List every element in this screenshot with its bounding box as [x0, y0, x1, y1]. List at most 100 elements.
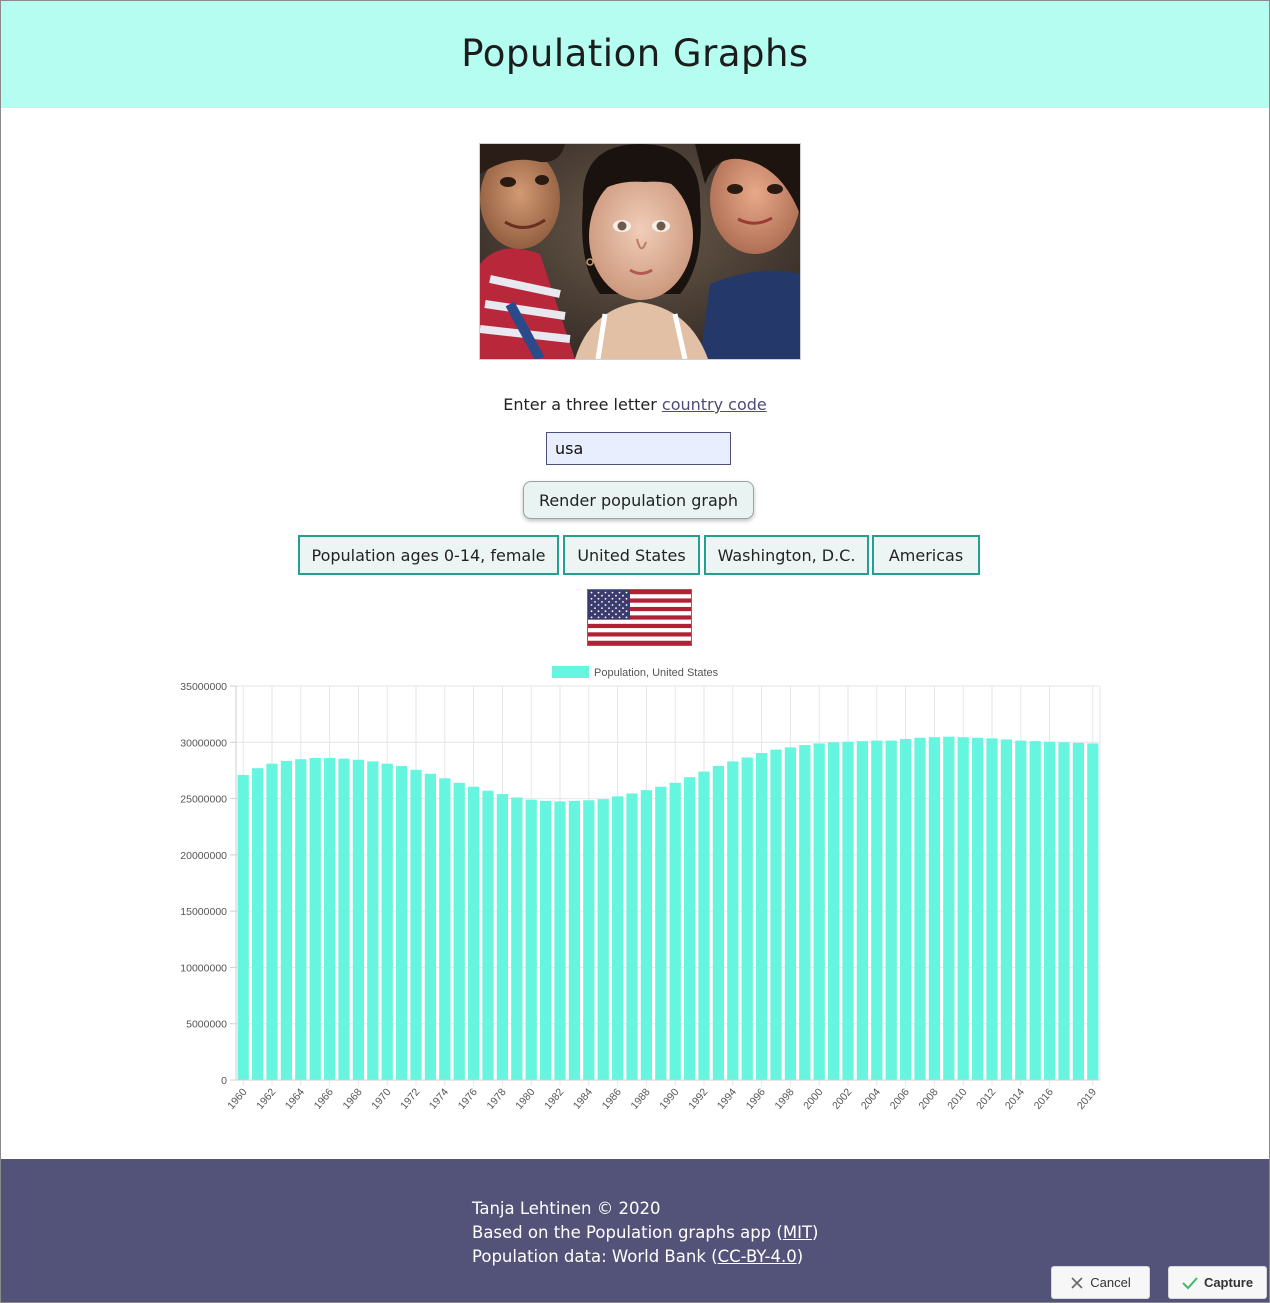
capture-label: Capture	[1203, 1275, 1254, 1290]
bar-1994[interactable]	[727, 761, 739, 1080]
bar-2000[interactable]	[813, 743, 825, 1080]
bar-1960[interactable]	[237, 774, 249, 1080]
bar-1973[interactable]	[424, 773, 437, 1080]
x-tick-label: 1996	[744, 1086, 768, 1112]
bar-1998[interactable]	[784, 747, 797, 1080]
y-tick-label: 25000000	[180, 794, 227, 806]
bar-1993[interactable]	[712, 765, 725, 1080]
cancel-label: Cancel	[1090, 1275, 1131, 1290]
y-tick-label: 10000000	[180, 962, 227, 974]
bar-2012[interactable]	[986, 738, 998, 1080]
legend-swatch[interactable]	[552, 666, 589, 678]
bar-1968[interactable]	[352, 759, 365, 1080]
x-tick-label: 1984	[571, 1086, 595, 1112]
bar-1976[interactable]	[467, 786, 480, 1080]
x-tick-label: 2010	[945, 1086, 969, 1112]
bar-1999[interactable]	[799, 745, 811, 1080]
bar-1981[interactable]	[539, 800, 552, 1080]
bar-1991[interactable]	[683, 777, 696, 1080]
close-icon	[1071, 1276, 1083, 1289]
bar-1992[interactable]	[698, 771, 710, 1080]
x-tick-label: 1974	[427, 1086, 451, 1112]
bar-2019[interactable]	[1087, 743, 1099, 1080]
bar-1988[interactable]	[640, 790, 653, 1080]
x-tick-label: 1980	[513, 1086, 537, 1112]
bar-2008[interactable]	[928, 737, 941, 1080]
render-graph-button[interactable]: Render population graph	[523, 481, 754, 519]
bar-1969[interactable]	[367, 761, 379, 1080]
country-code-link[interactable]: country code	[661, 395, 767, 414]
prompt-text: Enter a three letter	[503, 395, 657, 414]
bar-1967[interactable]	[338, 758, 350, 1080]
bar-1970[interactable]	[381, 763, 393, 1080]
footer-data-credit-text: Population data: World Bank	[472, 1247, 706, 1266]
bar-1983[interactable]	[568, 800, 581, 1080]
bar-2018[interactable]	[1072, 742, 1085, 1080]
bar-1971[interactable]	[395, 765, 408, 1080]
x-tick-label: 1998	[772, 1086, 796, 1112]
bar-1961[interactable]	[251, 768, 264, 1080]
bar-1995[interactable]	[741, 757, 753, 1080]
bar-2005[interactable]	[885, 740, 897, 1080]
bar-2009[interactable]	[943, 736, 955, 1080]
bar-2006[interactable]	[899, 738, 912, 1080]
bar-2017[interactable]	[1058, 742, 1070, 1080]
x-tick-label: 2016	[1032, 1086, 1056, 1112]
x-tick-label: 2006	[888, 1086, 912, 1112]
bar-1978[interactable]	[496, 794, 509, 1080]
y-tick-label: 5000000	[186, 1019, 227, 1031]
x-tick-label: 1968	[340, 1086, 364, 1112]
y-tick-label: 15000000	[180, 906, 227, 918]
population-bar-chart: 35000000 30000000 25000000 20000000 15000000…	[180, 666, 1101, 1112]
bar-1997[interactable]	[770, 749, 782, 1080]
x-tick-label: 1986	[600, 1086, 624, 1112]
page-header: Population Graphs	[0, 0, 1270, 108]
bar-1996[interactable]	[755, 752, 768, 1080]
bar-2001[interactable]	[827, 742, 840, 1080]
bar-2013[interactable]	[1000, 739, 1013, 1080]
bar-2014[interactable]	[1015, 740, 1027, 1080]
x-tick-label: 1960	[225, 1086, 249, 1112]
bar-1986[interactable]	[611, 796, 624, 1080]
bar-1977[interactable]	[482, 790, 494, 1080]
bar-2007[interactable]	[914, 737, 926, 1080]
x-tick-label: 1972	[398, 1086, 422, 1112]
country-code-input[interactable]	[546, 432, 731, 465]
x-tick-label: 2002	[830, 1086, 854, 1112]
bar-1989[interactable]	[655, 786, 667, 1080]
bar-1974[interactable]	[439, 778, 451, 1080]
bar-1987[interactable]	[626, 793, 638, 1080]
children-photo-illustration	[480, 144, 800, 359]
x-tick-label: 1988	[628, 1086, 652, 1112]
bar-1979[interactable]	[511, 797, 523, 1080]
bar-1964[interactable]	[295, 759, 307, 1080]
bar-2010[interactable]	[957, 737, 969, 1080]
cc-license-link[interactable]: CC-BY-4.0	[717, 1247, 797, 1266]
x-tick-label: 1978	[484, 1086, 508, 1112]
bar-1975[interactable]	[453, 782, 465, 1080]
bar-1966[interactable]	[323, 758, 336, 1080]
bar-1965[interactable]	[309, 758, 321, 1080]
bar-1982[interactable]	[554, 801, 566, 1080]
bar-2011[interactable]	[971, 737, 984, 1080]
legend-label[interactable]: Population, United States	[594, 667, 719, 679]
bar-1980[interactable]	[525, 799, 537, 1080]
bar-2003[interactable]	[856, 741, 869, 1080]
bar-1985[interactable]	[597, 799, 609, 1080]
x-tick-label: 2014	[1003, 1086, 1027, 1112]
cancel-button[interactable]: Cancel	[1051, 1266, 1150, 1299]
bar-1962[interactable]	[266, 763, 278, 1080]
bar-2015[interactable]	[1029, 741, 1041, 1080]
bar-1972[interactable]	[410, 769, 422, 1080]
capture-button[interactable]: Capture	[1168, 1266, 1267, 1299]
bar-1963[interactable]	[280, 760, 293, 1080]
bar-2016[interactable]	[1043, 741, 1056, 1080]
bar-2004[interactable]	[871, 740, 883, 1080]
bar-1984[interactable]	[583, 800, 595, 1080]
footer-data-credit: Population data: World Bank (CC-BY-4.0)	[472, 1247, 804, 1266]
x-tick-label: 1992	[686, 1086, 710, 1112]
mit-license-link[interactable]: MIT	[782, 1223, 813, 1242]
bar-2002[interactable]	[842, 741, 854, 1080]
x-tick-label: 2000	[801, 1086, 825, 1112]
bar-1990[interactable]	[669, 782, 681, 1080]
